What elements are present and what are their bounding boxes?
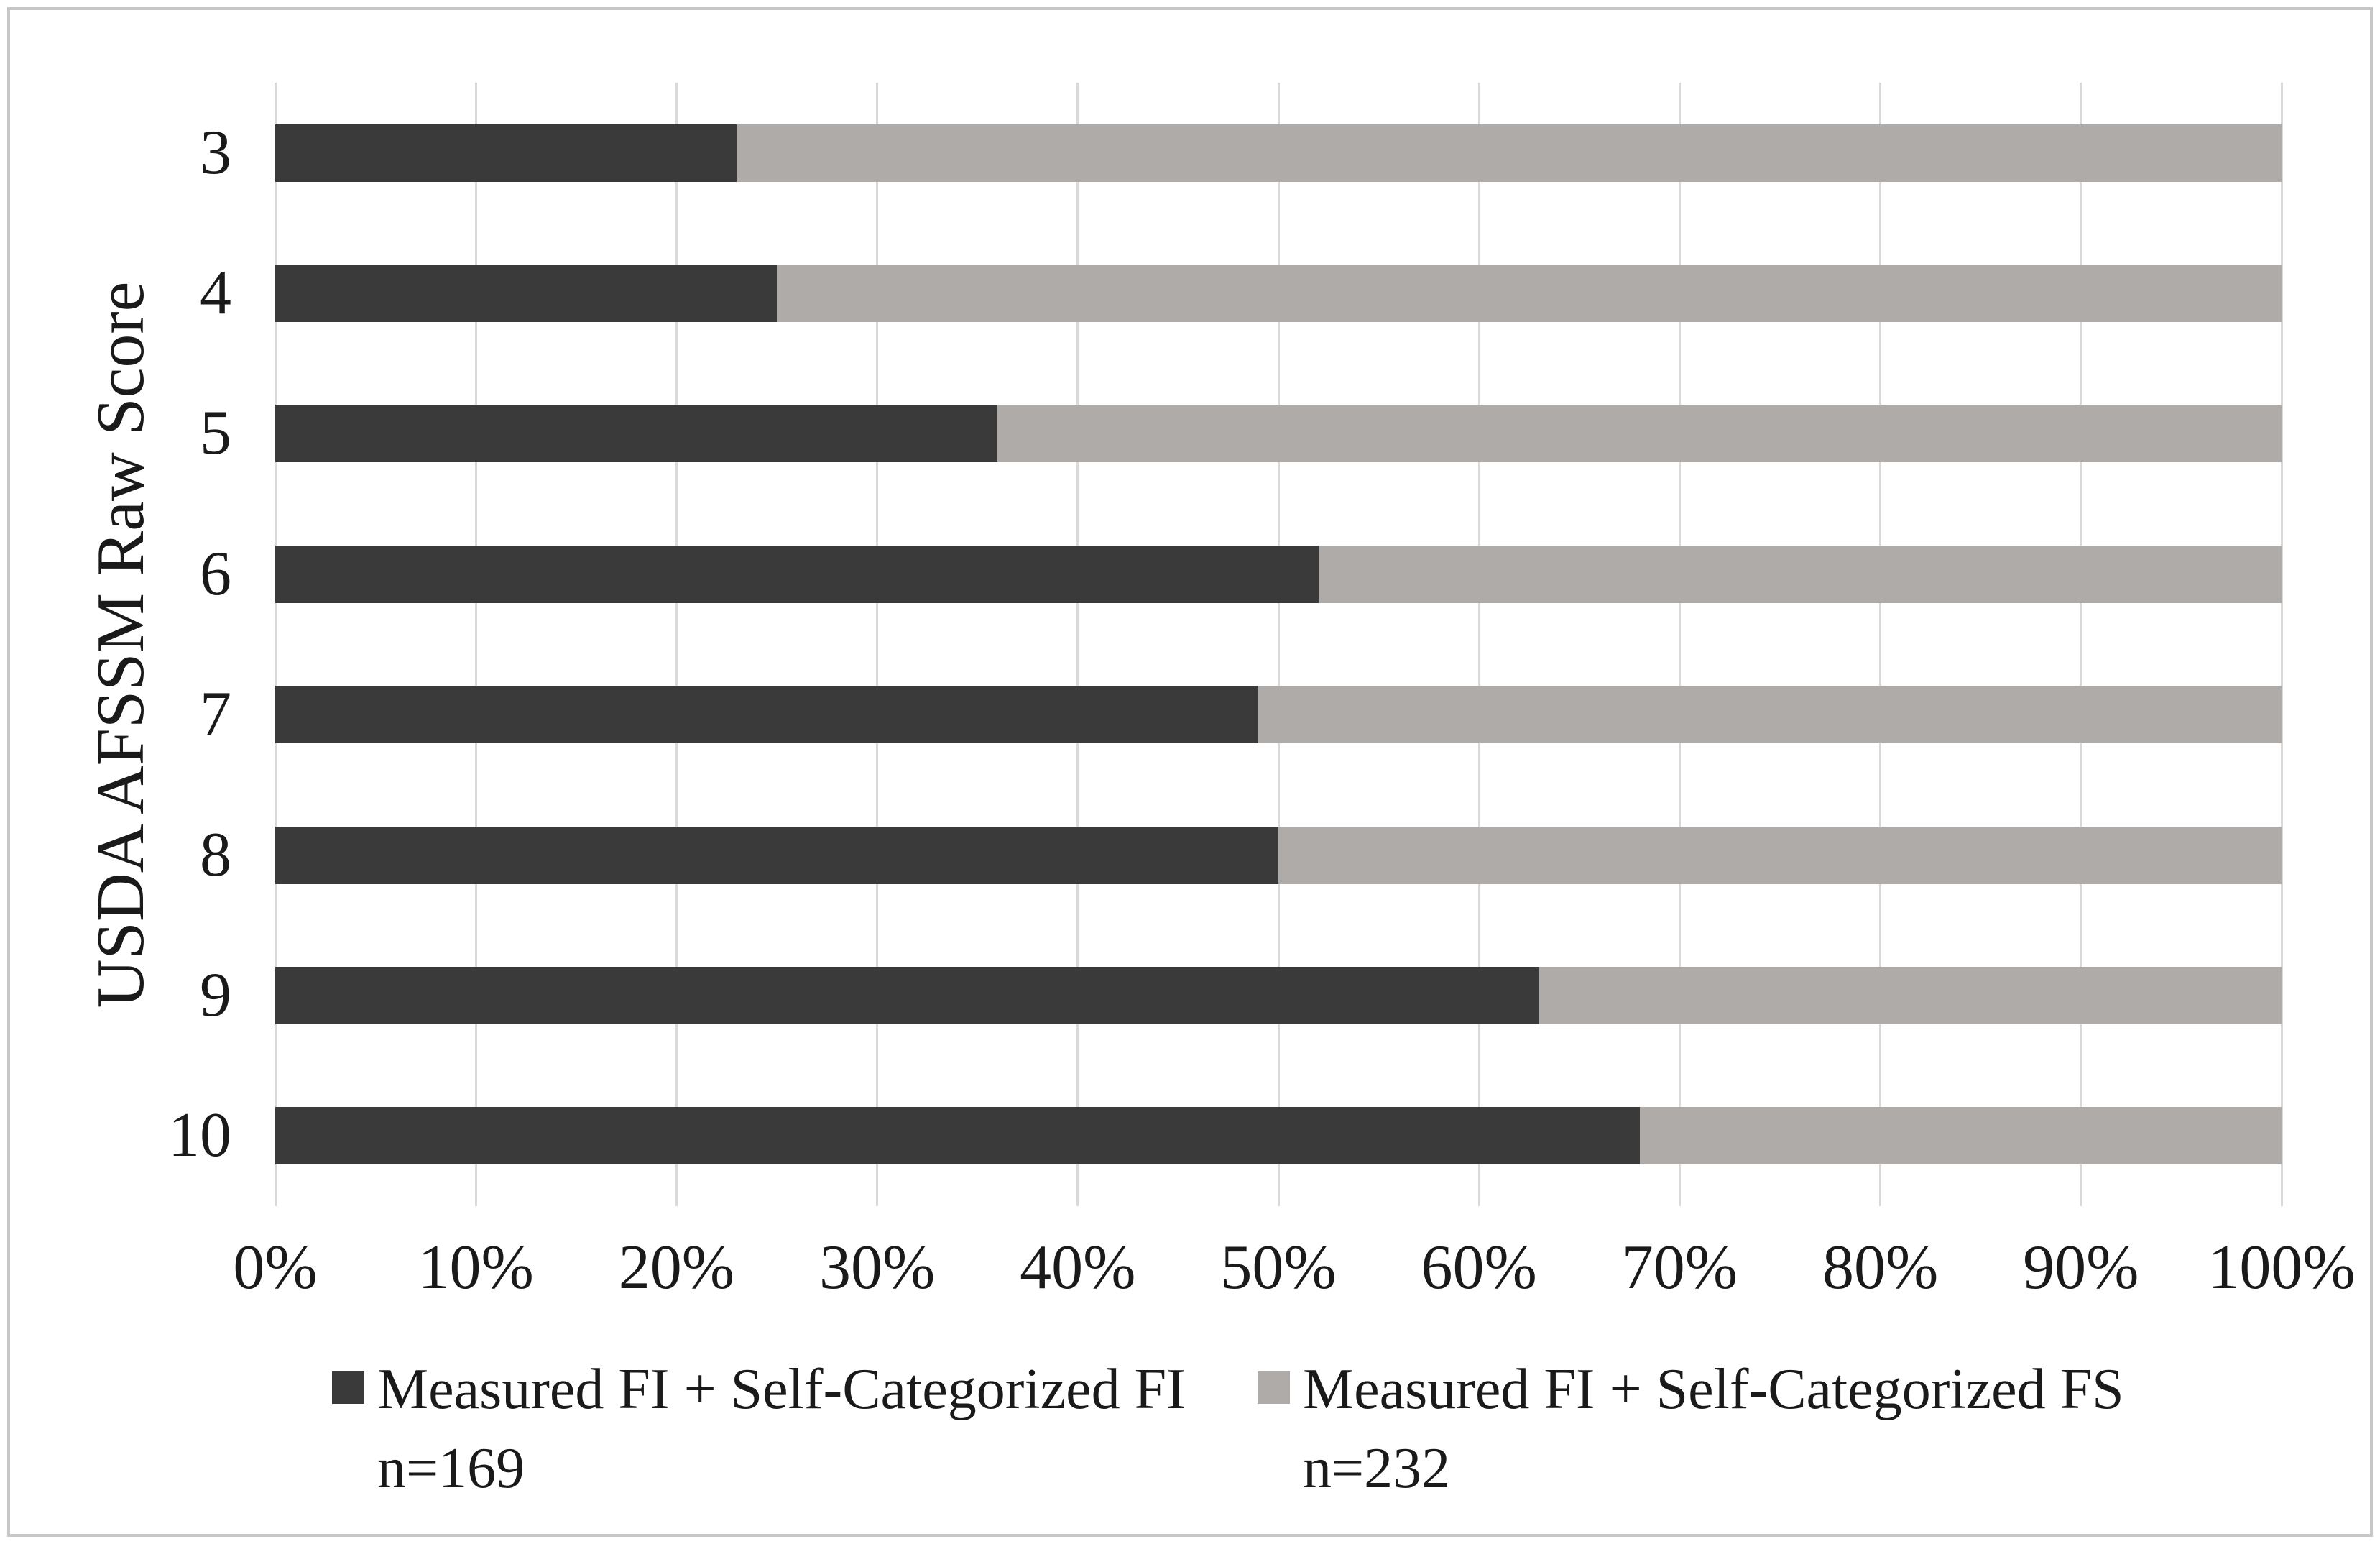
gridline-10% (474, 83, 477, 1206)
x-tick-label-40%: 40% (1020, 1233, 1136, 1302)
gridline-0% (274, 83, 277, 1206)
stacked-bar-score-8 (275, 826, 2282, 884)
legend-swatch-1 (332, 1371, 364, 1404)
y-tick-label-6: 6 (200, 538, 231, 609)
legend-text-2: Measured FI + Self-Categorized FS n=232 (1303, 1350, 2124, 1509)
legend-text-1: Measured FI + Self-Categorized FI n=169 (377, 1350, 1186, 1509)
bar-segment-series1-score-10 (275, 1107, 1640, 1165)
y-tick-label-10: 10 (168, 1100, 231, 1171)
bar-segment-series2-score-4 (777, 265, 2282, 323)
bar-segment-series2-score-3 (737, 124, 2282, 182)
gridline-80% (1879, 83, 1882, 1206)
x-tick-label-30%: 30% (818, 1233, 936, 1302)
legend-label-2: Measured FI + Self-Categorized FS (1303, 1358, 2124, 1421)
y-tick-label-3: 3 (200, 117, 231, 188)
y-tick-label-5: 5 (200, 398, 231, 469)
legend-label-1: Measured FI + Self-Categorized FI (377, 1358, 1186, 1421)
x-tick-label-60%: 60% (1421, 1233, 1537, 1302)
plot-area (274, 83, 2283, 1206)
stacked-bar-score-4 (275, 265, 2282, 323)
gridline-100% (2280, 83, 2283, 1206)
bar-segment-series1-score-5 (275, 405, 998, 463)
stacked-bar-score-7 (275, 686, 2282, 744)
y-tick-label-9: 9 (200, 960, 231, 1030)
y-tick-label-4: 4 (200, 258, 231, 328)
bar-segment-series1-score-3 (275, 124, 737, 182)
x-tick-label-100%: 100% (2208, 1233, 2356, 1302)
legend-count-2: n=232 (1303, 1437, 1451, 1501)
x-tick-label-10%: 10% (418, 1233, 534, 1302)
bar-row-score-5 (275, 364, 2282, 504)
gridline-60% (1477, 83, 1480, 1206)
bar-segment-series1-score-6 (275, 545, 1319, 603)
bar-segment-series1-score-7 (275, 686, 1259, 744)
bar-segment-series2-score-6 (1318, 545, 2282, 603)
bar-segment-series1-score-8 (275, 826, 1278, 884)
bar-segment-series2-score-8 (1278, 826, 2282, 884)
bar-row-score-10 (275, 1066, 2282, 1206)
gridline-50% (1277, 83, 1280, 1206)
bar-row-score-3 (275, 83, 2282, 223)
bar-segment-series2-score-10 (1639, 1107, 2282, 1165)
bar-row-score-6 (275, 504, 2282, 644)
stacked-bar-score-9 (275, 966, 2282, 1024)
stacked-bar-score-5 (275, 405, 2282, 463)
legend-swatch-2 (1258, 1371, 1290, 1404)
x-tick-label-0%: 0% (233, 1233, 318, 1302)
bar-row-score-7 (275, 645, 2282, 785)
bar-segment-series2-score-5 (997, 405, 2282, 463)
x-tick-label-20%: 20% (618, 1233, 735, 1302)
gridline-20% (675, 83, 678, 1206)
y-tick-label-8: 8 (200, 819, 231, 890)
legend-item-2: Measured FI + Self-Categorized FS n=232 (1258, 1350, 2124, 1509)
gridline-90% (2080, 83, 2082, 1206)
legend-item-1: Measured FI + Self-Categorized FI n=169 (332, 1350, 1186, 1509)
x-tick-label-70%: 70% (1621, 1233, 1738, 1302)
stacked-bar-score-10 (275, 1107, 2282, 1165)
stacked-bar-score-3 (275, 124, 2282, 182)
bar-row-score-9 (275, 925, 2282, 1065)
bar-segment-series1-score-4 (275, 265, 777, 323)
bar-segment-series1-score-9 (275, 966, 1539, 1024)
gridline-40% (1076, 83, 1079, 1206)
y-tick-label-7: 7 (200, 679, 231, 750)
gridline-70% (1678, 83, 1681, 1206)
x-tick-label-50%: 50% (1220, 1233, 1337, 1302)
x-tick-label-80%: 80% (1822, 1233, 1939, 1302)
bar-segment-series2-score-9 (1539, 966, 2282, 1024)
gridline-30% (876, 83, 879, 1206)
y-axis-title: USDA AFSSM Raw Score (83, 281, 158, 1008)
bar-row-score-8 (275, 785, 2282, 925)
bar-row-score-4 (275, 223, 2282, 363)
bar-segment-series2-score-7 (1258, 686, 2282, 744)
stacked-bar-score-6 (275, 545, 2282, 603)
legend-count-1: n=169 (377, 1437, 525, 1501)
x-tick-label-90%: 90% (2023, 1233, 2139, 1302)
